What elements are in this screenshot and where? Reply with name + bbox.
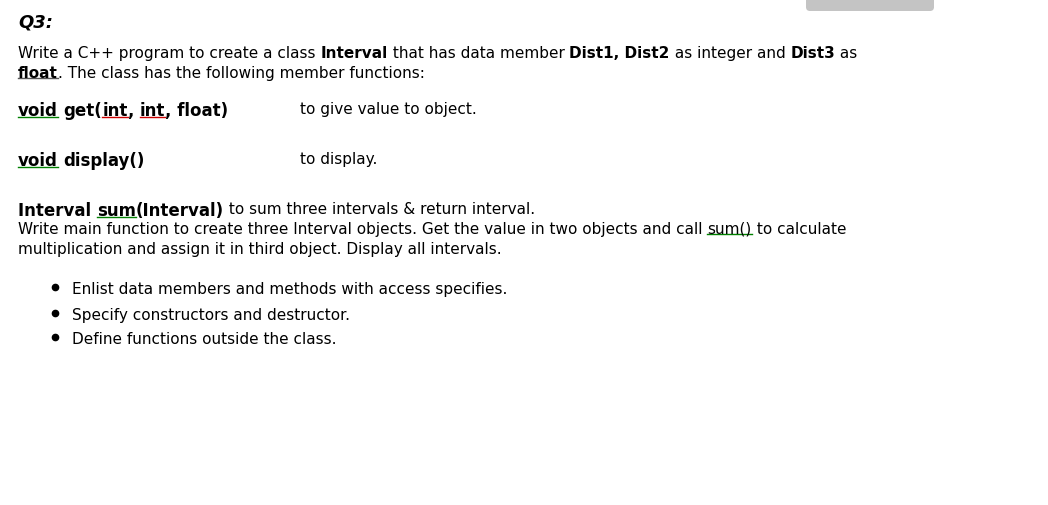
Text: multiplication and assign it in third object. Display all intervals.: multiplication and assign it in third ob… <box>18 241 502 257</box>
Text: . The class has the following member functions:: . The class has the following member fun… <box>58 66 424 81</box>
FancyBboxPatch shape <box>806 0 934 12</box>
Text: Write a C++ program to create a class: Write a C++ program to create a class <box>18 46 321 61</box>
Text: get(: get( <box>64 102 103 120</box>
Text: Dist3: Dist3 <box>790 46 835 61</box>
Text: ,: , <box>128 102 139 120</box>
Text: to sum three intervals & return interval.: to sum three intervals & return interval… <box>224 201 536 217</box>
Text: Interval: Interval <box>18 201 96 220</box>
Text: , float): , float) <box>166 102 228 120</box>
Text: float: float <box>18 66 58 81</box>
Text: as: as <box>835 46 857 61</box>
Text: void: void <box>18 102 58 120</box>
Text: (Interval): (Interval) <box>136 201 224 220</box>
Text: to calculate: to calculate <box>751 222 846 236</box>
Text: that has data member: that has data member <box>388 46 569 61</box>
Text: Define functions outside the class.: Define functions outside the class. <box>72 331 336 346</box>
Text: int: int <box>139 102 166 120</box>
Text: Interval: Interval <box>321 46 388 61</box>
Text: to display.: to display. <box>300 152 377 167</box>
Text: Dist1, Dist2: Dist1, Dist2 <box>569 46 670 61</box>
Text: void: void <box>18 152 58 170</box>
Text: int: int <box>103 102 128 120</box>
Text: sum: sum <box>96 201 136 220</box>
Text: Q3:: Q3: <box>18 14 53 32</box>
Text: display(): display() <box>64 152 145 170</box>
Text: sum(): sum() <box>707 222 751 236</box>
Text: as integer and: as integer and <box>670 46 790 61</box>
Text: to give value to object.: to give value to object. <box>300 102 477 117</box>
Text: Enlist data members and methods with access specifies.: Enlist data members and methods with acc… <box>72 281 507 296</box>
Text: Write main function to create three Interval objects. Get the value in two objec: Write main function to create three Inte… <box>18 222 707 236</box>
Text: Specify constructors and destructor.: Specify constructors and destructor. <box>72 308 350 322</box>
